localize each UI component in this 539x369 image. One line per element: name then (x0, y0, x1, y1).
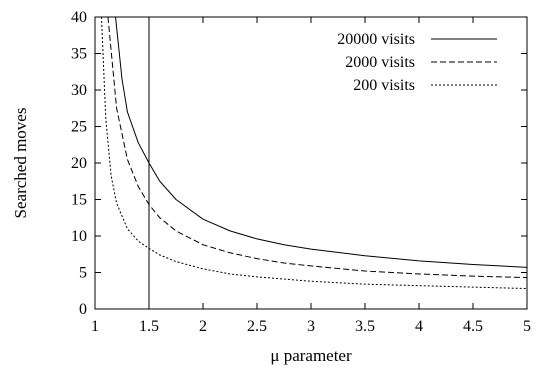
x-tick-label: 4.5 (463, 318, 483, 335)
plot-area (94, 16, 528, 310)
y-tick-label: 40 (71, 9, 87, 26)
x-tick-label: 5 (523, 318, 531, 335)
y-tick-label: 25 (71, 119, 87, 136)
y-tick-label: 5 (79, 265, 87, 282)
y-axis-ticks: 0 5 10 15 20 25 30 35 40 (71, 9, 527, 318)
x-tick-label: 3 (307, 318, 315, 335)
legend-label: 2000 visits (345, 54, 415, 71)
x-tick-label: 4 (415, 318, 423, 335)
x-tick-label: 2 (199, 318, 207, 335)
x-axis-ticks: 1 1.5 2 2.5 3 3.5 4 4.5 5 (91, 17, 531, 335)
series-line-1 (115, 17, 527, 268)
y-tick-label: 15 (71, 192, 87, 209)
x-tick-label: 3.5 (355, 318, 375, 335)
x-tick-label: 2.5 (247, 318, 267, 335)
legend-label: 200 visits (353, 77, 415, 94)
series-line-2 (107, 17, 527, 279)
legend-label: 20000 visits (337, 31, 415, 48)
x-axis-label: μ parameter (270, 346, 352, 365)
y-tick-label: 35 (71, 46, 87, 63)
y-axis-label: Searched moves (11, 108, 30, 219)
x-tick-label: 1.5 (139, 318, 159, 335)
x-tick-label: 1 (91, 318, 99, 335)
y-tick-label: 0 (79, 301, 87, 318)
legend: 20000 visits 2000 visits 200 visits (337, 31, 497, 94)
y-tick-label: 10 (71, 228, 87, 245)
series-lines (100, 17, 527, 290)
y-tick-label: 30 (71, 82, 87, 99)
series-line-3 (100, 17, 527, 290)
y-tick-label: 20 (71, 155, 87, 172)
plot-frame (94, 16, 528, 310)
